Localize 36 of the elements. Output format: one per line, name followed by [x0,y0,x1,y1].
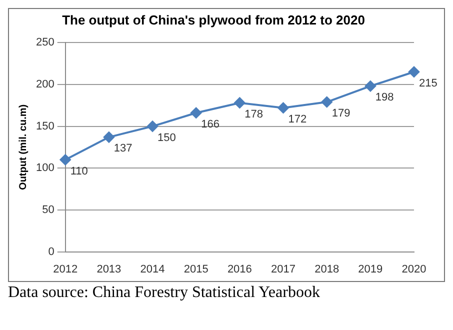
x-tick-label: 2013 [96,263,122,276]
x-tick-label: 2018 [314,263,340,276]
data-label: 198 [375,92,394,104]
data-label: 178 [244,108,264,120]
data-label: 150 [158,132,176,144]
point [364,80,376,92]
y-tick-label: 200 [36,78,54,90]
x-tick-label: 2015 [184,263,208,276]
point [60,154,71,166]
x-tick-label: 2012 [53,263,78,276]
x-tick-label: 2019 [358,263,383,276]
x-tick-label: 2014 [140,263,165,276]
point [408,66,420,78]
y-axis-title: Output (mil. cu.m) [18,104,29,190]
source-note: Data source: China Forestry Statistical Yearbook [8,284,321,302]
data-label: 137 [114,142,132,155]
point [278,102,289,114]
x-tick-label: 2016 [227,263,252,276]
data-label: 215 [419,77,438,90]
data-label: 172 [288,113,307,126]
point [103,132,114,143]
point [234,97,246,108]
x-tick-label: 2017 [271,263,296,276]
point [321,96,332,108]
point [190,107,202,118]
y-tick-label: 100 [36,162,54,174]
y-tick-label: 150 [36,120,54,132]
data-label: 110 [70,165,88,178]
x-tick-label: 2020 [402,263,426,276]
y-tick-label: 250 [36,36,54,49]
chart-title: The output of China's plywood from 2012 to 2020 [62,12,365,28]
data-label: 166 [201,118,220,130]
point [147,120,158,132]
data-label: 179 [332,108,350,120]
y-tick-label: 50 [42,204,54,216]
y-tick-label: 0 [48,246,54,258]
